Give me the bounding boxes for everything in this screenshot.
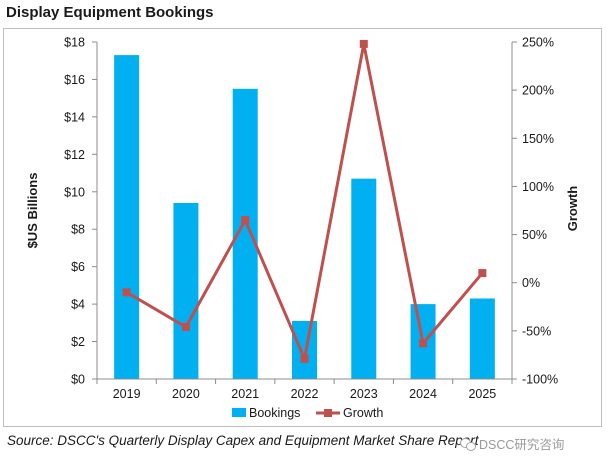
source-note: Source: DSCC's Quarterly Display Capex a…: [7, 433, 479, 448]
left-tick-label: $10: [64, 185, 85, 199]
legend-growth-label: Growth: [343, 406, 383, 420]
x-tick-label: 2021: [231, 387, 259, 401]
bar-bookings-2023: [351, 178, 377, 379]
legend-growth-marker: [324, 409, 332, 417]
watermark-text: DSCC研究咨询: [479, 438, 565, 452]
bar-bookings-2022: [292, 320, 317, 379]
left-tick-label: $14: [64, 110, 85, 124]
x-tick-label: 2020: [172, 387, 200, 401]
x-tick-label: 2023: [350, 387, 378, 401]
x-tick-label: 2024: [409, 387, 437, 401]
chart-title: Display Equipment Bookings: [6, 4, 214, 21]
left-tick-label: $6: [71, 260, 85, 274]
bar-bookings-2020: [173, 203, 199, 379]
growth-marker-2019: [122, 288, 131, 297]
right-tick-label: 50%: [522, 228, 547, 242]
right-tick-label: 150%: [522, 132, 554, 146]
x-tick-label: 2022: [291, 387, 319, 401]
left-tick-label: $4: [71, 298, 85, 312]
left-tick-label: $18: [64, 36, 85, 50]
growth-marker-2022: [300, 354, 309, 363]
right-tick-label: -100%: [522, 373, 558, 387]
right-tick-label: 100%: [522, 180, 554, 194]
chart-frame: [3, 28, 602, 427]
left-tick-label: $2: [71, 335, 85, 349]
watermark: DSCC研究咨询: [460, 434, 564, 453]
bar-bookings-2019: [114, 55, 140, 379]
legend-bookings-swatch: [232, 408, 246, 417]
left-tick-label: $16: [64, 73, 85, 87]
growth-marker-2024: [419, 339, 428, 348]
right-tick-label: 0%: [522, 276, 540, 290]
growth-marker-2021: [241, 216, 250, 225]
x-tick-label: 2025: [468, 387, 496, 401]
wechat-icon: [460, 437, 476, 451]
x-tick-label: 2019: [113, 387, 141, 401]
growth-marker-2023: [359, 39, 368, 48]
left-tick-label: $0: [71, 373, 85, 387]
growth-marker-2020: [181, 323, 190, 332]
right-tick-label: 200%: [522, 84, 554, 98]
legend-bookings-label: Bookings: [249, 406, 300, 420]
growth-marker-2025: [478, 269, 487, 278]
right-tick-label: 250%: [522, 36, 554, 50]
right-tick-label: -50%: [522, 324, 551, 338]
bar-bookings-2025: [469, 298, 495, 379]
y2-axis-title: Growth: [565, 186, 580, 232]
y-axis-title: $US Billions: [25, 173, 40, 249]
left-tick-label: $8: [71, 223, 85, 237]
left-tick-label: $12: [64, 148, 85, 162]
